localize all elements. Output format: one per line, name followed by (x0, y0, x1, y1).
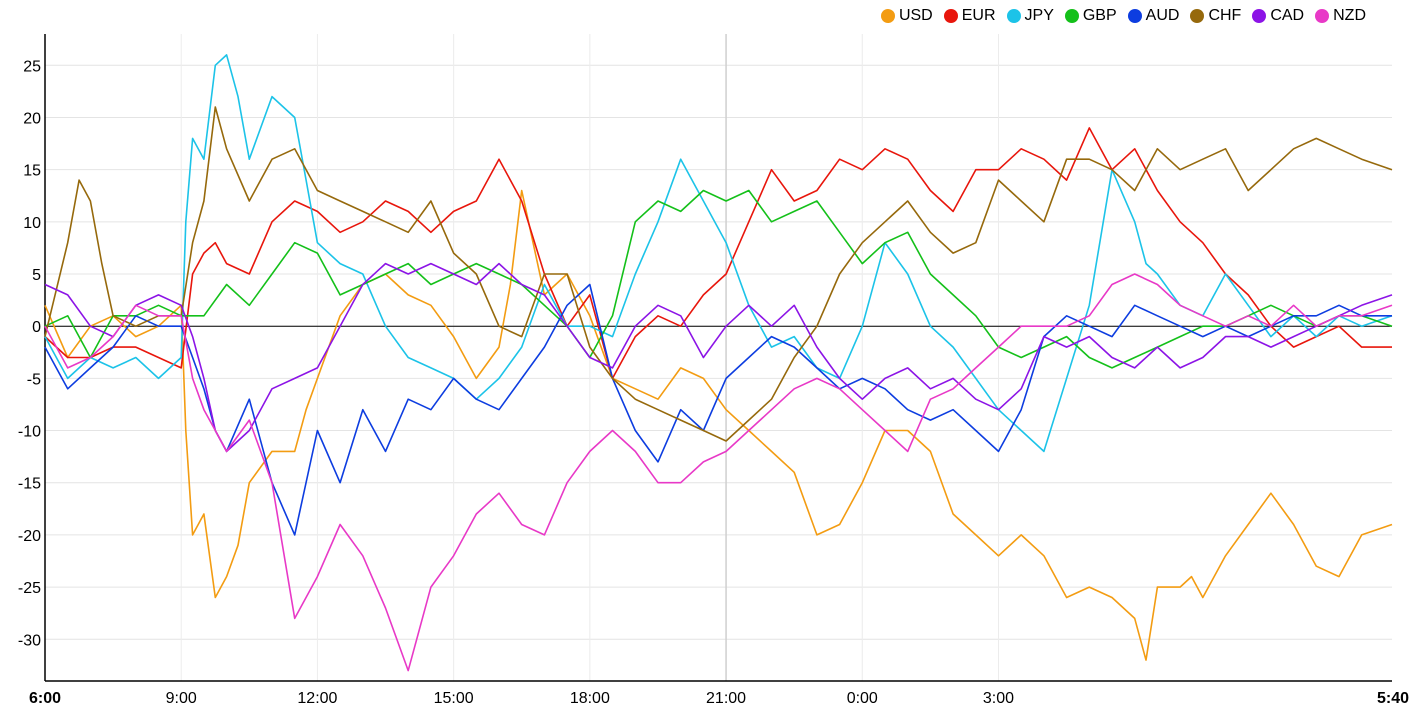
legend-swatch (1127, 9, 1142, 23)
legend-item-eur[interactable]: EUR (943, 7, 996, 25)
y-tick-label: -10 (18, 424, 41, 441)
y-tick-label: 5 (32, 267, 41, 284)
series-line-eur (44, 127, 1392, 380)
legend-item-usd[interactable]: USD (880, 7, 933, 25)
y-tick-label: 0 (32, 319, 41, 336)
x-tick-label: 5:40 (1377, 690, 1409, 707)
legend-item-jpy[interactable]: JPY (1006, 7, 1054, 25)
series-line-jpy (44, 54, 1393, 453)
legend: USD EUR JPY GBP AUD CHF CAD NZD (870, 5, 1366, 27)
legend-label: NZD (1333, 7, 1366, 24)
axis-layer (44, 34, 1392, 682)
legend-swatch (1315, 9, 1330, 23)
y-tick-label: -5 (27, 371, 41, 388)
legend-item-aud[interactable]: AUD (1127, 7, 1180, 25)
series-line-usd (44, 189, 1393, 661)
x-tick-label: 15:00 (434, 690, 474, 707)
x-tick-label: 21:00 (706, 690, 746, 707)
y-tick-label: 25 (23, 58, 41, 75)
legend-label: CHF (1208, 7, 1242, 24)
legend-label: JPY (1024, 7, 1054, 24)
x-tick-label: 12:00 (297, 690, 337, 707)
y-tick-label: -20 (18, 528, 41, 545)
legend-label: USD (898, 7, 933, 24)
series-line-nzd (44, 273, 1393, 672)
legend-item-nzd[interactable]: NZD (1315, 7, 1366, 25)
x-tick-label: 0:00 (847, 690, 878, 707)
y-tick-label: 20 (23, 110, 41, 127)
legend-swatch (1006, 9, 1021, 23)
legend-swatch (1064, 9, 1079, 23)
y-tick-label: 15 (23, 163, 41, 180)
legend-swatch (880, 9, 895, 23)
grid-layer (45, 34, 1392, 681)
x-tick-label: 9:00 (166, 690, 197, 707)
series-line-chf (44, 106, 1393, 442)
series-line-gbp (44, 189, 1393, 369)
legend-item-gbp[interactable]: GBP (1064, 7, 1117, 25)
legend-label: CAD (1270, 7, 1305, 24)
legend-swatch (1252, 9, 1267, 23)
legend-label: AUD (1145, 7, 1180, 24)
y-tick-label: -30 (18, 632, 41, 649)
y-tick-label: -25 (18, 580, 41, 597)
label-layer: 25 20 15 10 5 0 -5 -10 -15 -20 -25 -30 6:00 9:00 12:00… (18, 58, 1409, 707)
legend-swatch (1190, 9, 1205, 23)
y-tick-label: -15 (18, 476, 41, 493)
legend-item-cad[interactable]: CAD (1252, 7, 1304, 25)
legend-label: GBP (1082, 7, 1117, 24)
x-tick-label: 6:00 (29, 690, 61, 707)
legend-swatch (943, 9, 958, 23)
series-layer (44, 54, 1393, 672)
series-line-aud (44, 283, 1392, 536)
x-tick-label: 3:00 (983, 690, 1014, 707)
x-tick-label: 18:00 (570, 690, 610, 707)
y-tick-label: 10 (23, 215, 41, 232)
series-line-cad (44, 262, 1393, 453)
legend-label: EUR (961, 7, 996, 24)
legend-item-chf[interactable]: CHF (1190, 7, 1241, 25)
